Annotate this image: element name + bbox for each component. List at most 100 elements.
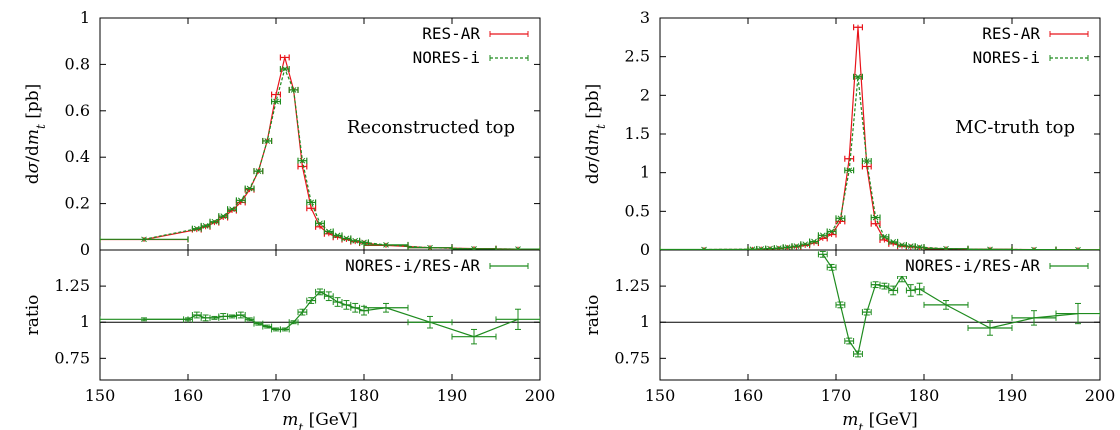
data-point-nores-i — [905, 243, 916, 250]
point-marker — [246, 185, 253, 192]
y-tick-label: 0.2 — [65, 194, 90, 213]
point-marker — [872, 214, 879, 221]
point-marker — [352, 237, 359, 244]
ratio-y-tick-label: 1.25 — [614, 276, 650, 295]
legend-label-nores-i: NORES-i — [973, 48, 1040, 67]
x-tick-label: 160 — [733, 386, 764, 405]
y-tick-label: 2.5 — [625, 47, 650, 66]
point-marker — [775, 245, 782, 250]
ratio-point — [817, 250, 828, 258]
ratio-y-tick-label: 1 — [640, 312, 650, 331]
point-marker — [299, 157, 306, 164]
point-marker — [325, 228, 332, 235]
point-marker — [471, 245, 477, 250]
ratio-point — [870, 281, 881, 289]
ratio-point — [826, 263, 837, 271]
ratio-point — [350, 302, 361, 313]
data-point-nores-i — [227, 206, 237, 213]
x-tick-label: 170 — [821, 386, 852, 405]
data-point-nores-i — [835, 215, 846, 222]
ratio-y-tick-label: 0.75 — [54, 348, 90, 367]
legend-label-nores-i: NORES-i — [413, 48, 480, 67]
x-tick-label: 180 — [349, 386, 380, 405]
point-marker — [767, 245, 773, 250]
ratio-point — [341, 300, 352, 310]
data-point-nores-i — [191, 225, 202, 232]
ratio-point — [306, 297, 317, 304]
ratio-y-tick-label: 1.25 — [54, 276, 90, 295]
data-point-nores-i — [209, 218, 220, 225]
point-marker — [916, 244, 923, 250]
data-point-res-ar — [279, 54, 290, 61]
x-tick-label: 150 — [85, 386, 116, 405]
point-marker — [211, 218, 218, 225]
ratio-point — [451, 328, 497, 345]
y-tick-label: 3 — [640, 8, 650, 27]
point-marker — [881, 233, 888, 240]
ratio-point — [209, 314, 220, 321]
x-tick-label: 170 — [261, 386, 292, 405]
point-marker — [855, 73, 861, 80]
point-marker — [863, 158, 870, 164]
y-tick-label: 0.5 — [625, 201, 650, 220]
data-point-res-ar — [879, 236, 890, 243]
ratio-point — [323, 291, 334, 302]
data-point-nores-i — [870, 214, 881, 221]
point-marker — [308, 205, 314, 211]
point-marker — [308, 199, 315, 206]
data-point-nores-i — [271, 98, 281, 105]
point-marker — [220, 213, 227, 219]
right-panel-mc-truth-top: 150 160 170 180 190 200 mt [GeV] 0 0.5 1 1.5 2 2.5 3 d… — [583, 8, 1115, 430]
point-marker — [820, 235, 826, 241]
ratio-point — [1011, 310, 1057, 326]
data-point-nores-i — [100, 236, 189, 243]
ratio-point — [244, 316, 255, 323]
ratio-y-tick-label: 1 — [80, 312, 90, 331]
ratio-legend-bg — [860, 254, 1096, 276]
ratio-point — [297, 308, 308, 316]
legend-label-res-ar: RES-AR — [982, 24, 1040, 43]
point-marker — [383, 242, 389, 248]
ratio-plot-frame — [99, 249, 541, 381]
ratio-point — [914, 282, 925, 296]
point-marker — [899, 242, 905, 248]
point-marker — [282, 54, 288, 60]
data-point-nores-i — [844, 167, 855, 174]
ratio-axis-label: ratio — [583, 295, 603, 336]
y-axis-label: dσ/dmt [pb] — [583, 84, 608, 185]
ratio-point — [218, 313, 229, 320]
ratio-point — [853, 350, 863, 358]
data-point-nores-i — [315, 220, 325, 227]
point-marker — [943, 245, 949, 250]
data-point-res-ar — [852, 24, 864, 31]
data-point-res-ar — [896, 243, 908, 250]
point-marker — [837, 218, 843, 224]
panel-annotation: Reconstructed top — [347, 117, 515, 138]
data-point-res-ar — [861, 163, 872, 170]
data-point-res-ar — [271, 91, 281, 98]
point-marker — [334, 232, 341, 239]
panel-annotation: MC-truth top — [955, 117, 1075, 138]
ratio-point — [363, 302, 409, 313]
point-marker — [193, 225, 200, 232]
ratio-point — [835, 301, 846, 309]
ratio-y-tick-label: 0.75 — [614, 348, 650, 367]
point-marker — [264, 138, 271, 144]
y-tick-label: 0 — [80, 240, 90, 259]
point-marker — [793, 243, 800, 249]
point-marker — [515, 246, 521, 250]
data-point-nores-i — [817, 232, 828, 239]
point-marker — [290, 87, 297, 93]
point-marker — [784, 244, 791, 250]
data-point-res-ar — [297, 163, 308, 170]
y-tick-label: 0.6 — [65, 101, 90, 120]
x-tick-label: 190 — [997, 386, 1028, 405]
point-marker — [828, 228, 835, 235]
data-point-nores-i — [253, 168, 264, 175]
x-axis-label: mt [GeV] — [842, 410, 918, 430]
data-point-nores-i — [808, 238, 820, 245]
y-tick-label: 1 — [640, 163, 650, 182]
point-marker — [255, 168, 262, 174]
point-marker — [273, 98, 279, 105]
